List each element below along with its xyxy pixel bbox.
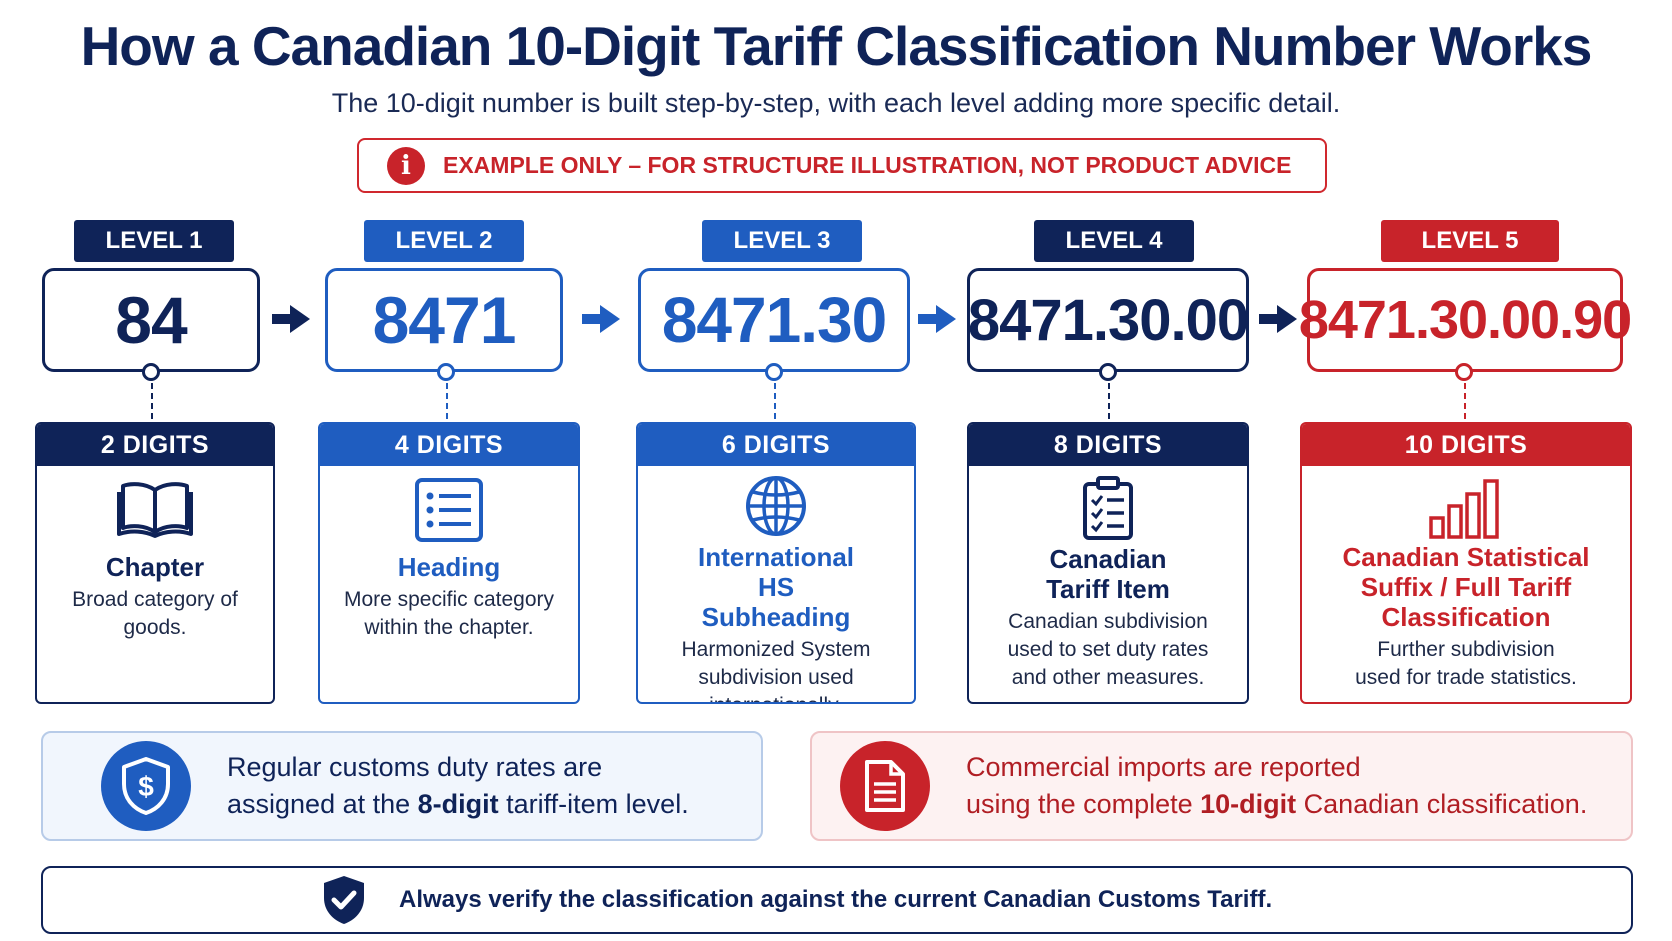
- level-4-card: 8 DIGITS Canadian Tariff Item Canadian s…: [967, 422, 1249, 704]
- level-2-code: 8471: [325, 268, 563, 372]
- level-1-title: Chapter: [105, 552, 205, 582]
- level-1-badge: LEVEL 1: [74, 220, 234, 262]
- level-3-badge: LEVEL 3: [702, 220, 862, 262]
- commercial-imports-note: Commercial imports are reported using th…: [810, 731, 1633, 841]
- level-2-digits: 4 DIGITS: [320, 424, 578, 466]
- level-4-badge: LEVEL 4: [1034, 220, 1194, 262]
- bar-chart-icon: [1429, 479, 1499, 539]
- level-2-description: More specific category within the chapte…: [343, 588, 555, 639]
- level-5-card: 10 DIGITS Canadian Statistical Suffix / …: [1300, 422, 1632, 704]
- clipboard-checklist-icon: [1083, 476, 1133, 540]
- page-title: How a Canadian 10-Digit Tariff Classific…: [80, 15, 1593, 77]
- level-2-connector-line: [446, 383, 448, 419]
- level-1-connector-dot: [142, 363, 160, 381]
- svg-text:$: $: [138, 771, 154, 802]
- level-5-connector-line: [1464, 383, 1466, 419]
- footer-text: Always verify the classification against…: [399, 886, 1273, 913]
- level-1-digits: 2 DIGITS: [37, 424, 273, 466]
- arrow-right-icon: [1259, 305, 1297, 333]
- duty-rate-note: $ Regular customs duty rates are assigne…: [41, 731, 763, 841]
- level-5-code: 8471.30.00.90: [1299, 268, 1632, 372]
- level-4-title: Canadian Tariff Item: [1046, 544, 1170, 604]
- verification-footer: Always verify the classification against…: [41, 866, 1633, 934]
- arrow-right-icon: [272, 305, 310, 333]
- example-warning-banner: i EXAMPLE ONLY – FOR STRUCTURE ILLUSTRAT…: [357, 138, 1327, 193]
- level-3-connector-dot: [765, 363, 783, 381]
- level-3-code: 8471.30: [638, 268, 910, 372]
- level-1-description: Broad category of goods.: [72, 588, 238, 639]
- level-2-title: Heading: [397, 552, 501, 582]
- level-2-connector-dot: [437, 363, 455, 381]
- book-icon: [117, 482, 193, 538]
- level-5-badge: LEVEL 5: [1381, 220, 1559, 262]
- globe-icon: [746, 476, 806, 536]
- level-4-connector-dot: [1099, 363, 1117, 381]
- level-5-connector-dot: [1455, 363, 1473, 381]
- level-3-description: Harmonized System subdivision used inter…: [681, 638, 871, 702]
- arrow-right-icon: [918, 305, 956, 333]
- level-1-connector-line: [151, 383, 153, 419]
- commercial-imports-text: Commercial imports are reported using th…: [966, 752, 1588, 819]
- level-5-description: Further subdivision used for trade stati…: [1355, 638, 1577, 689]
- level-4-code: 8471.30.00: [967, 268, 1249, 372]
- shield-check-icon: [324, 876, 364, 924]
- level-5-title: Canadian Statistical Suffix / Full Tarif…: [1342, 542, 1590, 632]
- level-4-description: Canadian subdivision used to set duty ra…: [1007, 610, 1209, 689]
- level-2-badge: LEVEL 2: [364, 220, 524, 262]
- page-subtitle: The 10-digit number is built step-by-ste…: [331, 88, 1341, 118]
- duty-rate-text: Regular customs duty rates are assigned …: [227, 752, 689, 819]
- level-3-card: 6 DIGITS International HS Subheading Har…: [636, 422, 916, 704]
- level-2-card: 4 DIGITS Heading More specific category …: [318, 422, 580, 704]
- level-1-card: 2 DIGITS Chapter Broad category of goods…: [35, 422, 275, 704]
- level-5-digits: 10 DIGITS: [1302, 424, 1630, 466]
- level-3-title: International HS Subheading: [698, 542, 855, 632]
- level-4-connector-line: [1108, 383, 1110, 419]
- warning-text: EXAMPLE ONLY – FOR STRUCTURE ILLUSTRATIO…: [443, 152, 1292, 178]
- level-1-code: 84: [42, 268, 260, 372]
- level-4-digits: 8 DIGITS: [969, 424, 1247, 466]
- shield-dollar-icon: $: [101, 741, 191, 831]
- level-3-digits: 6 DIGITS: [638, 424, 914, 466]
- info-icon: i: [387, 146, 425, 185]
- arrow-right-icon: [582, 305, 620, 333]
- document-icon: [840, 741, 930, 831]
- list-icon: [415, 478, 483, 542]
- level-3-connector-line: [774, 383, 776, 419]
